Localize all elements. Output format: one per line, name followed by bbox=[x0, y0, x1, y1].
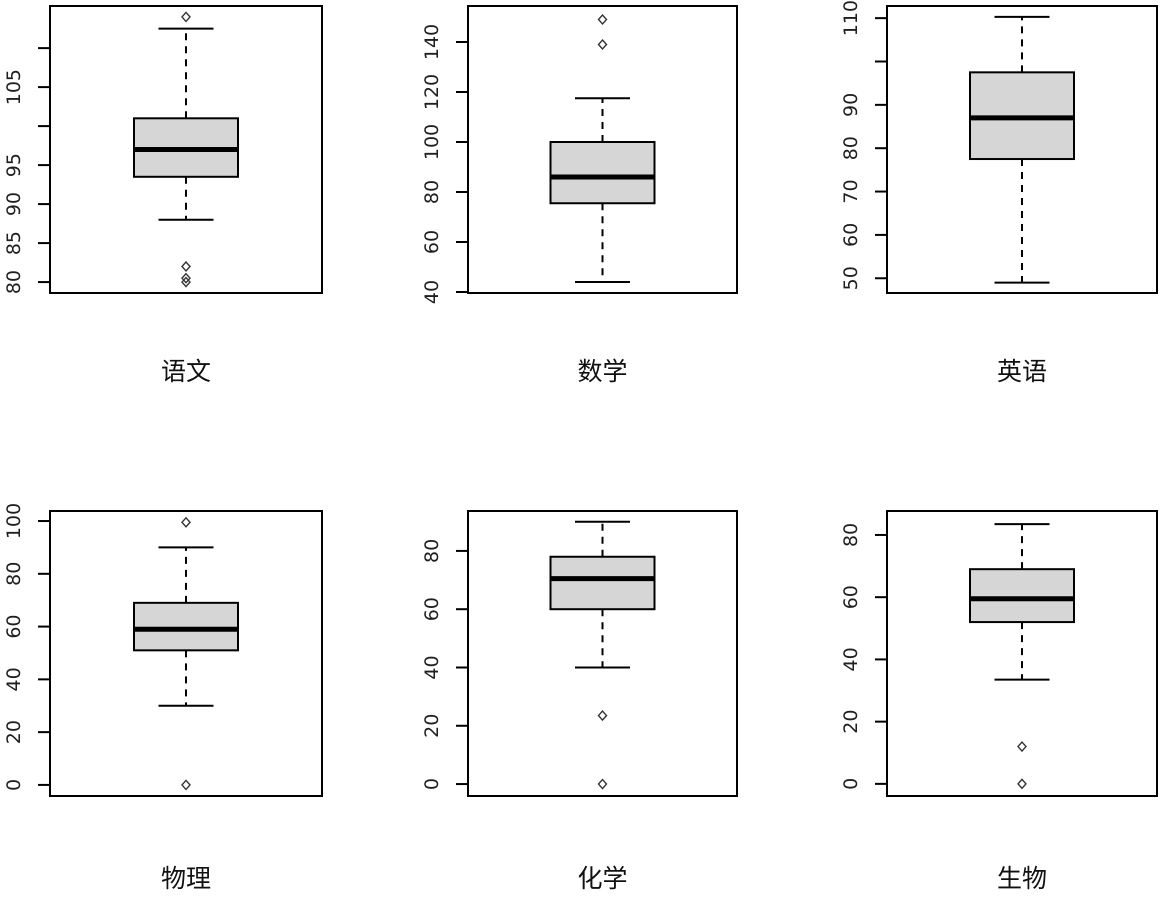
plot-area-english: 50 60 70 80 90 110 bbox=[840, 0, 1158, 294]
outlier-point bbox=[181, 260, 191, 273]
y-tick-label: 40 bbox=[421, 280, 443, 304]
y-tick-label: 40 bbox=[3, 667, 25, 691]
y-tick-label: 120 bbox=[421, 74, 443, 110]
y-tick-label: 60 bbox=[840, 223, 862, 247]
iqr-box bbox=[133, 601, 239, 652]
plot-area-chinese: 80 85 90 95 105 bbox=[3, 5, 323, 294]
boxplot-chemistry: 0 20 40 60 80 化学 bbox=[421, 510, 738, 893]
boxplot-panel-biology: 0 20 40 60 80 生物 bbox=[776, 449, 1164, 898]
panel-title-chinese: 语文 bbox=[161, 357, 211, 386]
plot-border bbox=[467, 5, 738, 294]
boxplot-panel-english: 50 60 70 80 90 110 英语 bbox=[776, 0, 1164, 449]
boxplot-panel-chemistry: 0 20 40 60 80 化学 bbox=[388, 449, 776, 898]
plot-area-chemistry: 0 20 40 60 80 bbox=[421, 510, 738, 797]
y-tick-label: 85 bbox=[3, 231, 25, 255]
iqr-box bbox=[549, 141, 656, 205]
boxplot-biology: 0 20 40 60 80 生物 bbox=[840, 510, 1158, 893]
boxplot-panel-physics: 0 20 40 60 80 100 物理 bbox=[0, 449, 388, 898]
boxplot-math: 40 60 80 100 120 140 数学 bbox=[421, 5, 738, 386]
y-tick-label: 20 bbox=[840, 710, 862, 734]
y-tick-label: 70 bbox=[840, 179, 862, 203]
y-tick-label: 60 bbox=[840, 585, 862, 609]
outlier-point bbox=[597, 778, 608, 790]
plot-border bbox=[49, 510, 323, 797]
y-tick-label: 80 bbox=[840, 523, 862, 547]
y-tick-label: 90 bbox=[3, 192, 25, 216]
outlier-point bbox=[597, 13, 608, 26]
outlier-point bbox=[1017, 740, 1027, 753]
y-tick-label: 20 bbox=[421, 714, 443, 738]
boxplot-panel-chinese: 80 85 90 95 105 语文 bbox=[0, 0, 388, 449]
y-tick-label: 80 bbox=[840, 136, 862, 160]
outlier-point bbox=[181, 11, 191, 23]
y-tick-label: 0 bbox=[3, 779, 25, 791]
y-tick-label: 80 bbox=[3, 562, 25, 586]
y-tick-label: 50 bbox=[840, 266, 862, 290]
iqr-box bbox=[549, 555, 656, 611]
panel-title-biology: 生物 bbox=[997, 864, 1047, 893]
outlier-point bbox=[181, 272, 191, 284]
y-tick-label: 0 bbox=[840, 778, 862, 790]
outlier-point bbox=[181, 276, 191, 288]
y-tick-label: 40 bbox=[421, 655, 443, 679]
y-tick-label: 60 bbox=[421, 230, 443, 254]
plot-border bbox=[886, 5, 1158, 294]
y-tick-label: 80 bbox=[421, 180, 443, 204]
y-tick-label: 80 bbox=[421, 539, 443, 563]
panel-title-physics: 物理 bbox=[161, 864, 211, 893]
plot-area-math: 40 60 80 100 120 140 bbox=[421, 5, 738, 304]
outlier-point bbox=[597, 38, 608, 51]
boxplot-panel-math: 40 60 80 100 120 140 数学 bbox=[388, 0, 776, 449]
y-tick-label: 0 bbox=[421, 778, 443, 790]
outlier-point bbox=[1017, 778, 1027, 790]
outlier-point bbox=[181, 779, 191, 791]
outlier-point bbox=[181, 516, 191, 528]
y-tick-label: 20 bbox=[3, 720, 25, 744]
iqr-box bbox=[969, 568, 1075, 624]
panel-title-chemistry: 化学 bbox=[577, 864, 627, 893]
y-tick-label: 105 bbox=[3, 69, 25, 105]
panel-title-english: 英语 bbox=[997, 357, 1047, 386]
plot-area-biology: 0 20 40 60 80 bbox=[840, 510, 1158, 797]
y-tick-label: 40 bbox=[840, 647, 862, 671]
y-tick-label: 60 bbox=[3, 614, 25, 638]
boxplot-english: 50 60 70 80 90 110 英语 bbox=[840, 0, 1158, 386]
y-tick-label: 140 bbox=[421, 24, 443, 60]
outlier-point bbox=[597, 710, 608, 722]
plot-border bbox=[467, 510, 738, 797]
y-tick-label: 100 bbox=[421, 124, 443, 160]
plot-border bbox=[886, 510, 1158, 797]
y-tick-label: 80 bbox=[3, 270, 25, 294]
boxplot-chinese: 80 85 90 95 105 语文 bbox=[3, 5, 323, 386]
y-tick-label: 110 bbox=[840, 0, 862, 36]
plot-area-physics: 0 20 40 60 80 100 bbox=[3, 503, 323, 797]
panel-title-math: 数学 bbox=[577, 357, 627, 386]
y-tick-label: 95 bbox=[3, 153, 25, 177]
y-tick-label: 90 bbox=[840, 93, 862, 117]
y-tick-label: 100 bbox=[3, 503, 25, 539]
plot-border bbox=[49, 5, 323, 294]
boxplot-physics: 0 20 40 60 80 100 物理 bbox=[3, 503, 323, 893]
y-tick-label: 60 bbox=[421, 597, 443, 621]
